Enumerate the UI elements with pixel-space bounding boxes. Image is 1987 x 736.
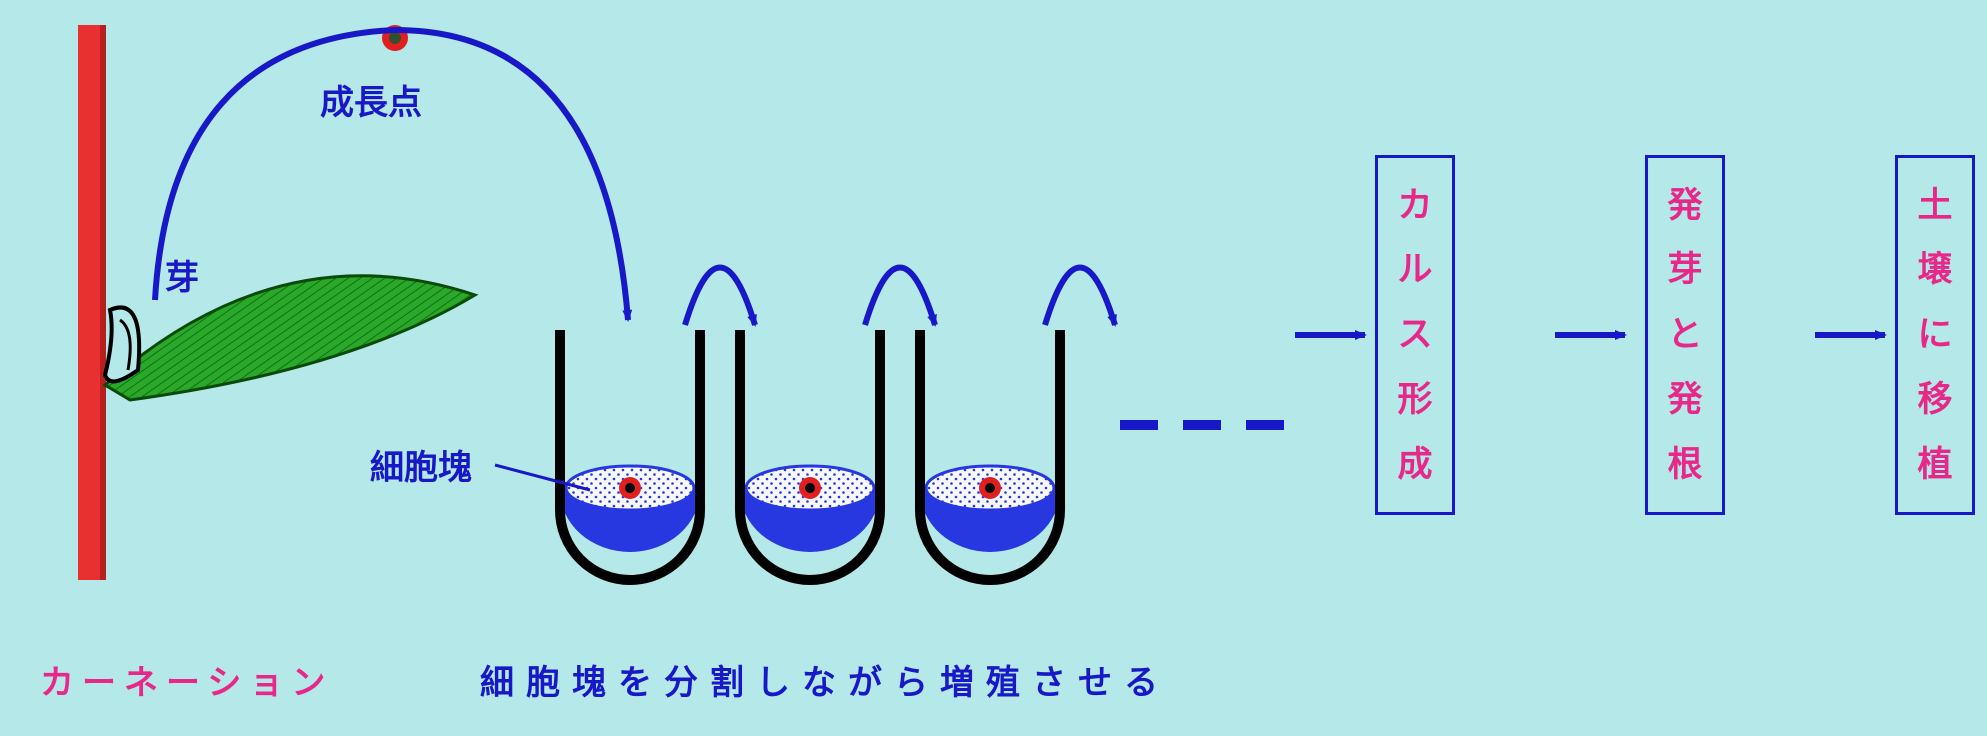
stage-box-box2: 発芽と発根	[1645, 155, 1725, 515]
stem-shadow	[100, 25, 106, 580]
transfer-arrow-1	[865, 268, 935, 326]
box-char: ス	[1397, 305, 1432, 365]
bud-shape	[105, 308, 139, 382]
transfer-arrow-2	[1045, 268, 1115, 326]
box-char: 根	[1667, 435, 1702, 495]
box-char: 植	[1917, 435, 1952, 495]
dash-2	[1246, 420, 1284, 430]
cell-mass-dot-inner-1	[805, 483, 815, 493]
transfer-arrows	[685, 268, 1115, 326]
box-char: 移	[1917, 370, 1952, 430]
box-char: 発	[1667, 176, 1702, 236]
box-char: 芽	[1667, 240, 1702, 300]
box-char: 土	[1917, 176, 1952, 236]
caption-label: 細胞塊を分割しながら増殖させる	[480, 655, 1170, 704]
cell-mass-label: 細胞塊	[370, 440, 472, 489]
box-char: 発	[1667, 370, 1702, 430]
box-char: 形	[1397, 370, 1432, 430]
cell-mass-dot-inner-0	[625, 483, 635, 493]
carnation-leaf	[105, 276, 475, 400]
bud-label: 芽	[165, 250, 199, 299]
box-char: 成	[1397, 435, 1432, 495]
transfer-arrow-0	[685, 268, 755, 326]
stage-box-box1: カルス形成	[1375, 155, 1455, 515]
box-char: に	[1917, 305, 1952, 365]
cell-mass-dot-inner-2	[985, 483, 995, 493]
box-char: と	[1667, 305, 1702, 365]
growth-point-label: 成長点	[320, 75, 422, 124]
carnation-stem	[78, 25, 100, 580]
box-char: 壌	[1917, 240, 1952, 300]
box-char: カ	[1397, 176, 1432, 236]
dash-0	[1120, 420, 1158, 430]
stage-box-box3: 土壌に移植	[1895, 155, 1975, 515]
dash-1	[1183, 420, 1221, 430]
box-char: ル	[1397, 240, 1432, 300]
growth-point-inner	[389, 32, 401, 44]
continuation-dashes	[1120, 420, 1284, 430]
carnation-label: カーネーション	[40, 655, 333, 704]
test-tubes	[560, 330, 1060, 580]
tissue-culture-diagram: 成長点 芽 細胞塊 カーネーション 細胞塊を分割しながら増殖させる カルス形成発…	[0, 0, 1987, 736]
